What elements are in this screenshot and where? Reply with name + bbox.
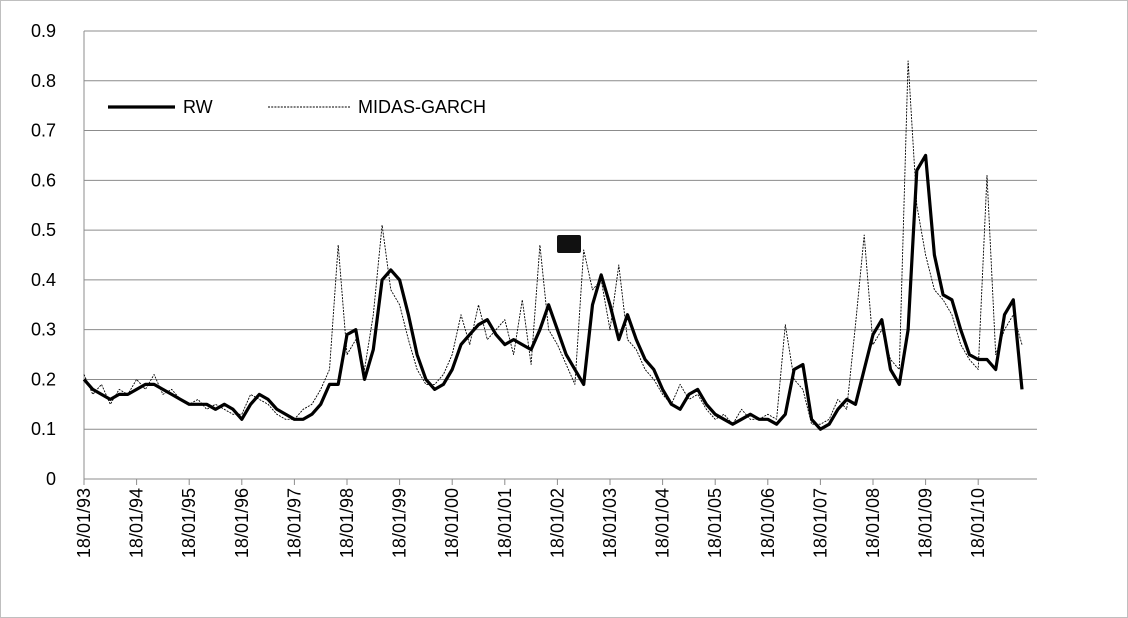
y-tick-label: 0.6 [31,170,56,190]
x-tick-label: 18/01/98 [337,488,357,558]
y-tick-label: 0.9 [31,21,56,41]
y-tick-label: 0.3 [31,320,56,340]
legend-label: MIDAS-GARCH [358,97,486,117]
y-tick-label: 0.8 [31,71,56,91]
x-tick-label: 18/01/09 [916,488,936,558]
y-tick-label: 0.7 [31,121,56,141]
marker-artifact [557,235,581,253]
y-tick-label: 0.2 [31,369,56,389]
series-line [83,60,1023,425]
legend-label: RW [183,97,213,117]
x-tick-label: 18/01/99 [390,488,410,558]
y-tick-label: 0.1 [31,419,56,439]
x-tick-label: 18/01/95 [179,488,199,558]
x-tick-label: 18/01/00 [442,488,462,558]
x-tick-label: 18/01/10 [968,488,988,558]
y-tick-label: 0 [46,469,56,489]
x-tick-label: 18/01/01 [495,488,515,558]
x-tick-label: 18/01/93 [74,488,94,558]
x-tick-label: 18/01/05 [705,488,725,558]
series-line [82,153,1024,431]
x-tick-label: 18/01/06 [758,488,778,558]
x-tick-label: 18/01/96 [232,488,252,558]
x-tick-label: 18/01/08 [863,488,883,558]
x-tick-label: 18/01/07 [810,488,830,558]
x-tick-label: 18/01/94 [127,488,147,558]
y-tick-label: 0.5 [31,220,56,240]
x-tick-label: 18/01/04 [653,488,673,558]
y-tick-label: 0.4 [31,270,56,290]
x-tick-label: 18/01/02 [547,488,567,558]
x-tick-label: 18/01/03 [600,488,620,558]
x-tick-label: 18/01/97 [284,488,304,558]
